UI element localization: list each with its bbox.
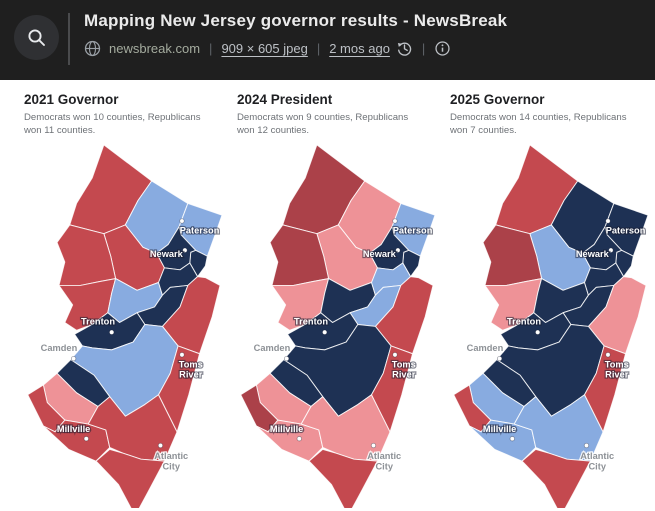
city-dot-toms_river xyxy=(605,352,611,358)
image-size-link[interactable]: 909 × 605 jpeg xyxy=(221,41,308,56)
city-label-newark: Newark xyxy=(363,249,397,259)
city-label-paterson: Paterson xyxy=(393,226,433,236)
city-label-millville: Millville xyxy=(57,424,90,434)
history-button[interactable] xyxy=(396,40,413,57)
city-label-atlantic_city: Atlantic City xyxy=(154,452,188,472)
vertical-divider xyxy=(68,13,70,65)
map-subtitle: Democrats won 9 counties, Republicans wo… xyxy=(237,112,409,136)
city-dot-newark xyxy=(608,247,614,254)
city-label-trenton: Trenton xyxy=(294,317,328,327)
city-label-camden: Camden xyxy=(254,343,291,353)
info-icon xyxy=(435,41,450,56)
city-dot-atlantic_city xyxy=(583,443,590,449)
city-dot-paterson xyxy=(605,218,611,224)
city-dot-atlantic_city xyxy=(370,443,377,449)
page-title: Mapping New Jersey governor results - Ne… xyxy=(84,11,508,30)
nj-county-map-2021: Paterson Newark Trenton Camden Toms River Mill… xyxy=(27,144,223,509)
globe-icon xyxy=(84,40,101,57)
county-monmouth xyxy=(161,276,221,355)
city-dot-newark xyxy=(182,247,188,254)
city-dot-millville xyxy=(509,436,515,442)
history-icon xyxy=(397,42,412,56)
map-subtitle: Democrats won 14 counties, Republicans w… xyxy=(450,112,627,136)
city-label-trenton: Trenton xyxy=(507,317,541,327)
city-dot-camden xyxy=(70,356,77,362)
city-dot-trenton xyxy=(535,329,541,336)
map-title: 2024 President xyxy=(237,92,333,107)
map-card-2024-president: 2024 President Democrats won 9 counties,… xyxy=(227,80,438,511)
map-title: 2021 Governor xyxy=(24,92,119,107)
city-dot-camden xyxy=(496,356,503,362)
city-dot-millville xyxy=(83,436,89,442)
county-capemay xyxy=(521,449,591,509)
city-label-atlantic_city: Atlantic City xyxy=(580,452,614,472)
county-capemay xyxy=(308,449,378,509)
city-label-millville: Millville xyxy=(483,424,516,434)
image-age-link[interactable]: 2 mos ago xyxy=(329,41,390,56)
city-label-paterson: Paterson xyxy=(606,226,646,236)
city-label-atlantic_city: Atlantic City xyxy=(367,452,401,472)
city-dot-paterson xyxy=(179,218,185,224)
city-dot-paterson xyxy=(392,218,398,224)
city-label-camden: Camden xyxy=(41,343,78,353)
county-ocean xyxy=(158,345,201,433)
city-label-camden: Camden xyxy=(467,343,504,353)
city-label-millville: Millville xyxy=(270,424,303,434)
city-label-toms_river: Toms River xyxy=(392,360,416,380)
map-card-2021-governor: 2021 Governor Democrats won 10 counties,… xyxy=(14,80,225,511)
city-dot-millville xyxy=(296,436,302,442)
city-dot-toms_river xyxy=(392,352,398,358)
city-label-toms_river: Toms River xyxy=(605,360,629,380)
map-title: 2025 Governor xyxy=(450,92,545,107)
county-monmouth xyxy=(587,276,647,355)
image-preview[interactable]: 2021 Governor Democrats won 10 counties,… xyxy=(0,80,655,511)
map-card-2025-governor: 2025 Governor Democrats won 14 counties,… xyxy=(440,80,651,511)
image-viewer-header: Mapping New Jersey governor results - Ne… xyxy=(0,0,655,80)
city-label-toms_river: Toms River xyxy=(179,360,203,380)
city-dot-trenton xyxy=(109,329,115,336)
nj-county-map-2025: Paterson Newark Trenton Camden Toms River Mill… xyxy=(453,144,649,509)
source-domain[interactable]: newsbreak.com xyxy=(109,41,201,56)
search-icon xyxy=(28,29,45,46)
city-dot-trenton xyxy=(322,329,328,336)
city-label-newark: Newark xyxy=(576,249,610,259)
separator: | xyxy=(421,41,426,56)
city-label-newark: Newark xyxy=(150,249,184,259)
county-ocean xyxy=(584,345,627,433)
search-button[interactable] xyxy=(14,15,59,60)
county-capemay xyxy=(95,449,165,509)
image-metadata-row: newsbreak.com | 909 × 605 jpeg | 2 mos a… xyxy=(84,40,507,57)
info-button[interactable] xyxy=(434,40,451,57)
separator: | xyxy=(316,41,321,56)
nj-county-map-2024: Paterson Newark Trenton Camden Toms River Mill… xyxy=(240,144,436,509)
county-monmouth xyxy=(374,276,434,355)
city-dot-toms_river xyxy=(179,352,185,358)
city-dot-camden xyxy=(283,356,290,362)
city-dot-newark xyxy=(395,247,401,254)
county-ocean xyxy=(371,345,414,433)
city-dot-atlantic_city xyxy=(157,443,164,449)
separator: | xyxy=(209,41,213,56)
city-label-trenton: Trenton xyxy=(81,317,115,327)
city-label-paterson: Paterson xyxy=(180,226,220,236)
map-subtitle: Democrats won 10 counties, Republicans w… xyxy=(24,112,201,136)
